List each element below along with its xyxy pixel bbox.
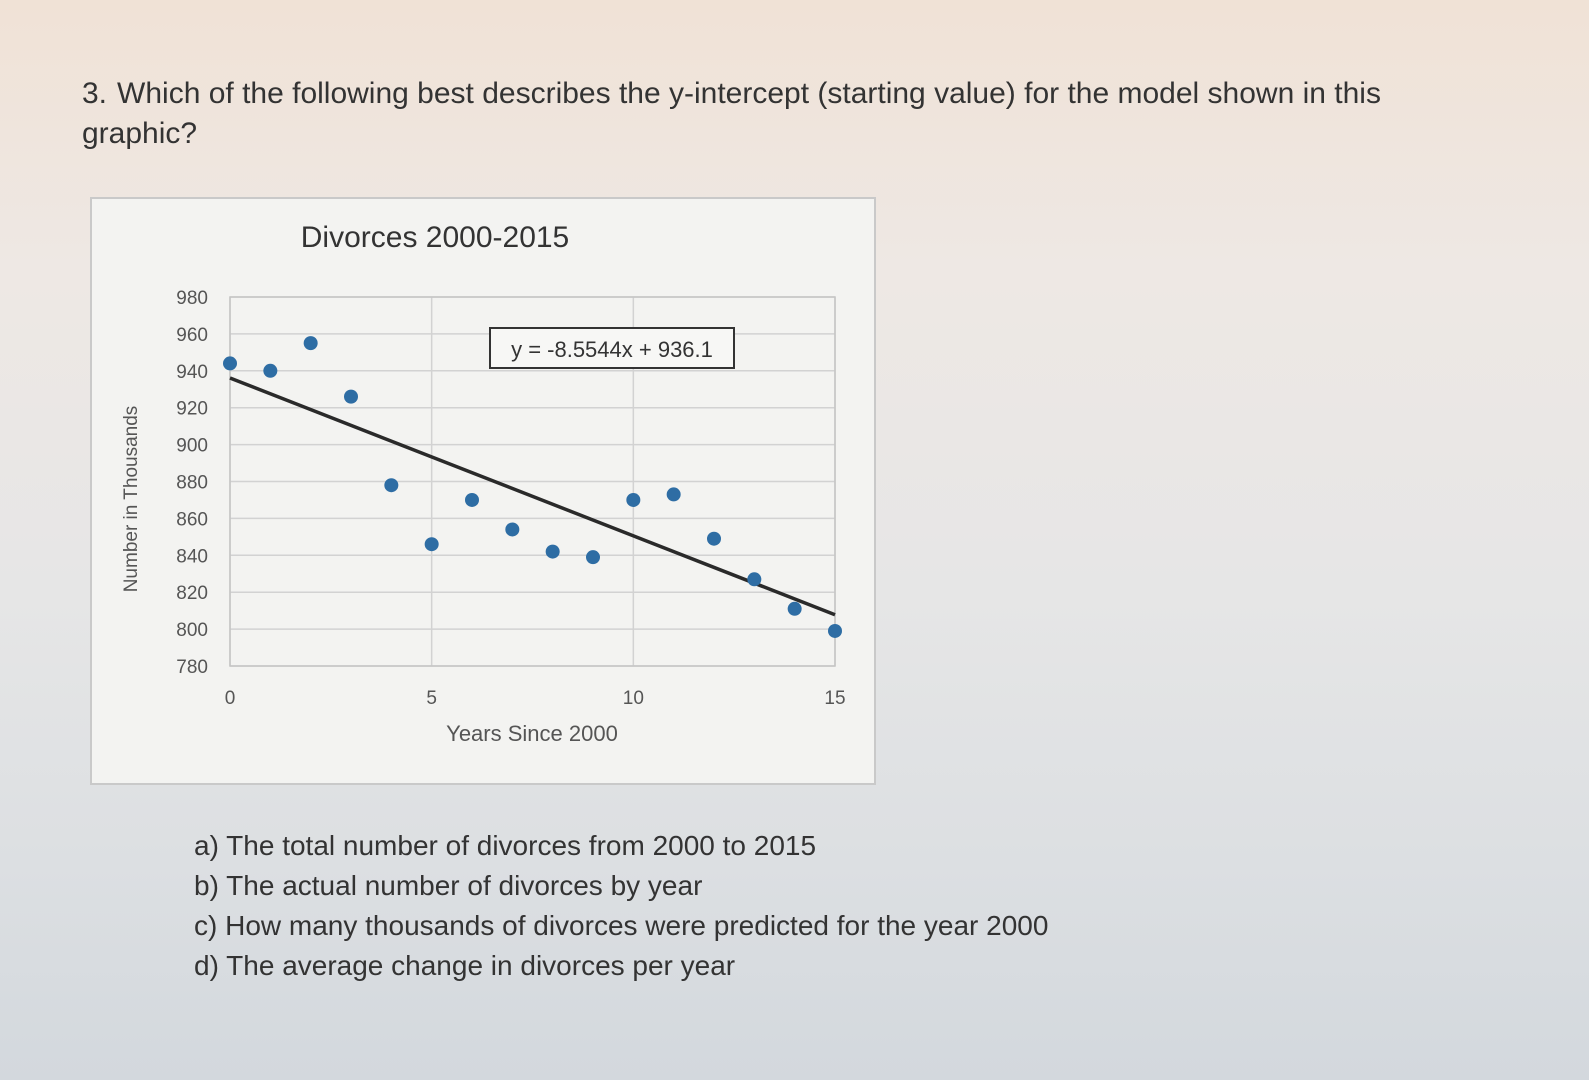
plot-area-frame (229, 296, 836, 667)
y-tick-label: 960 (176, 325, 208, 346)
data-point (303, 336, 318, 351)
y-tick-label: 840 (176, 546, 208, 567)
x-axis-ticks: 0 5 10 15 (225, 688, 846, 709)
x-tick-label: 10 (623, 688, 644, 709)
y-tick-label: 880 (176, 473, 208, 494)
y-axis-ticks: 780 800 820 840 860 880 900 920 940 960 980 (176, 288, 208, 678)
trendline-equation: y = -8.5544x + 936.1 (489, 327, 735, 369)
y-tick-label: 860 (176, 509, 208, 530)
data-points (223, 336, 842, 638)
option-b[interactable]: b) The actual number of divorces by year (194, 870, 703, 901)
x-tick-label: 15 (824, 688, 845, 709)
data-point (465, 492, 479, 507)
x-axis-label: Years Since 2000 (446, 721, 618, 746)
answer-options: a) The total number of divorces from 200… (194, 826, 1048, 986)
data-point (747, 572, 762, 587)
question-body: Which of the following best describes th… (82, 77, 1381, 150)
option-d[interactable]: d) The average change in divorces per ye… (194, 950, 736, 981)
y-tick-label: 980 (176, 288, 208, 309)
data-point (545, 544, 560, 559)
x-tick-label: 5 (426, 688, 437, 709)
y-tick-label: 800 (176, 620, 208, 641)
trendline (229, 376, 836, 617)
x-tick-label: 0 (225, 688, 236, 709)
data-point (424, 537, 439, 552)
trendline-group (229, 376, 836, 617)
y-tick-label: 940 (176, 362, 208, 383)
y-tick-label: 900 (176, 436, 208, 457)
data-point (344, 389, 358, 404)
data-point (223, 356, 237, 371)
question-text: 3. Which of the following best describes … (82, 74, 1462, 154)
y-tick-label: 920 (176, 399, 208, 420)
scatter-chart: 780 800 820 840 860 880 900 920 940 960 980 0 5 10 15 (176, 288, 846, 709)
chart-container: 780 800 820 840 860 880 900 920 940 960 980 0 5 10 15… (90, 197, 876, 785)
data-point (828, 623, 842, 638)
data-point (263, 363, 278, 378)
data-point (626, 492, 641, 507)
data-point (707, 531, 721, 546)
y-tick-label: 780 (176, 657, 208, 678)
data-point (666, 487, 681, 502)
data-point (505, 522, 520, 537)
option-a[interactable]: a) The total number of divorces from 200… (194, 830, 817, 861)
y-axis-label: Number in Thousands (121, 405, 142, 593)
question-number: 3. (82, 77, 108, 110)
chart-title: Divorces 2000-2015 (300, 221, 570, 254)
data-point (384, 478, 399, 493)
y-tick-label: 820 (176, 583, 208, 604)
data-point (787, 601, 802, 616)
data-point (586, 550, 600, 565)
option-c[interactable]: c) How many thousands of divorces were p… (194, 910, 1049, 941)
